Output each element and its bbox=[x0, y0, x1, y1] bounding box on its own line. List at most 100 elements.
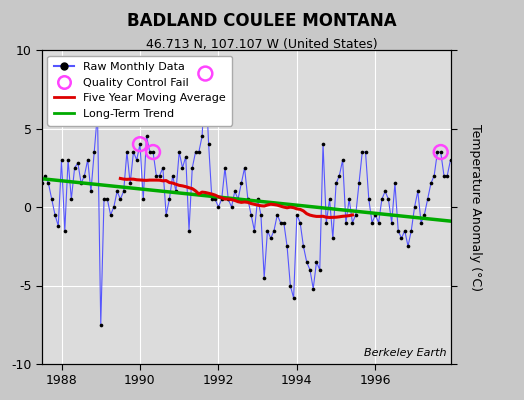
Point bbox=[224, 196, 233, 202]
Point bbox=[54, 223, 62, 229]
Point bbox=[61, 227, 69, 234]
Point bbox=[234, 196, 242, 202]
Point bbox=[443, 172, 452, 179]
Legend: Raw Monthly Data, Quality Control Fail, Five Year Moving Average, Long-Term Tren: Raw Monthly Data, Quality Control Fail, … bbox=[48, 56, 233, 126]
Point bbox=[345, 196, 353, 202]
Point bbox=[152, 172, 160, 179]
Point bbox=[143, 133, 151, 140]
Point bbox=[430, 172, 439, 179]
Point bbox=[191, 149, 200, 155]
Point bbox=[381, 188, 389, 194]
Point bbox=[70, 164, 79, 171]
Point bbox=[64, 157, 72, 163]
Point bbox=[280, 220, 288, 226]
Text: BADLAND COULEE MONTANA: BADLAND COULEE MONTANA bbox=[127, 12, 397, 30]
Point bbox=[410, 204, 419, 210]
Point bbox=[375, 220, 383, 226]
Point bbox=[355, 180, 363, 187]
Point bbox=[267, 235, 275, 242]
Point bbox=[244, 196, 252, 202]
Point bbox=[270, 227, 278, 234]
Point bbox=[404, 243, 412, 250]
Point bbox=[306, 267, 314, 273]
Point bbox=[77, 180, 85, 187]
Point bbox=[185, 227, 193, 234]
Point bbox=[358, 149, 366, 155]
Point bbox=[400, 227, 409, 234]
Point bbox=[181, 154, 190, 160]
Point bbox=[322, 220, 331, 226]
Point bbox=[329, 235, 337, 242]
Point bbox=[198, 133, 206, 140]
Point bbox=[165, 196, 173, 202]
Point bbox=[348, 220, 357, 226]
Point bbox=[368, 220, 376, 226]
Point bbox=[247, 212, 255, 218]
Point bbox=[342, 220, 350, 226]
Point bbox=[106, 212, 115, 218]
Point bbox=[201, 70, 210, 77]
Point bbox=[162, 212, 170, 218]
Point bbox=[126, 180, 134, 187]
Point bbox=[286, 282, 294, 289]
Point bbox=[263, 227, 271, 234]
Point bbox=[427, 180, 435, 187]
Point bbox=[365, 196, 373, 202]
Point bbox=[417, 220, 425, 226]
Point bbox=[80, 172, 89, 179]
Point bbox=[129, 149, 138, 155]
Point bbox=[299, 243, 308, 250]
Point bbox=[204, 141, 213, 147]
Point bbox=[123, 149, 131, 155]
Point bbox=[119, 188, 128, 194]
Point bbox=[394, 227, 402, 234]
Point bbox=[18, 164, 27, 171]
Point bbox=[289, 295, 298, 301]
Point bbox=[302, 259, 311, 265]
Point bbox=[201, 70, 210, 77]
Point bbox=[371, 212, 379, 218]
Point bbox=[231, 188, 239, 194]
Point bbox=[241, 164, 249, 171]
Point bbox=[335, 172, 344, 179]
Point bbox=[273, 212, 281, 218]
Point bbox=[420, 212, 429, 218]
Point bbox=[227, 204, 236, 210]
Point bbox=[362, 149, 370, 155]
Point bbox=[407, 227, 416, 234]
Point bbox=[276, 220, 285, 226]
Point bbox=[283, 243, 291, 250]
Point bbox=[221, 164, 229, 171]
Point bbox=[217, 196, 226, 202]
Point bbox=[100, 196, 108, 202]
Point bbox=[110, 204, 118, 210]
Point bbox=[90, 149, 99, 155]
Point bbox=[175, 149, 183, 155]
Text: Berkeley Earth: Berkeley Earth bbox=[364, 348, 446, 358]
Point bbox=[87, 188, 95, 194]
Point bbox=[67, 196, 75, 202]
Point bbox=[237, 180, 246, 187]
Point bbox=[169, 172, 177, 179]
Point bbox=[116, 196, 125, 202]
Point bbox=[387, 220, 396, 226]
Point bbox=[57, 157, 66, 163]
Point bbox=[433, 149, 442, 155]
Point bbox=[48, 196, 56, 202]
Point bbox=[38, 180, 46, 187]
Point bbox=[93, 110, 102, 116]
Point bbox=[315, 267, 324, 273]
Point bbox=[257, 212, 265, 218]
Point bbox=[436, 149, 445, 155]
Point bbox=[296, 220, 304, 226]
Point bbox=[440, 172, 448, 179]
Point bbox=[136, 141, 144, 147]
Point bbox=[103, 196, 112, 202]
Point bbox=[332, 180, 340, 187]
Point bbox=[194, 149, 203, 155]
Point bbox=[446, 157, 455, 163]
Point bbox=[211, 196, 220, 202]
Point bbox=[146, 149, 154, 155]
Point bbox=[96, 322, 105, 328]
Point bbox=[250, 227, 258, 234]
